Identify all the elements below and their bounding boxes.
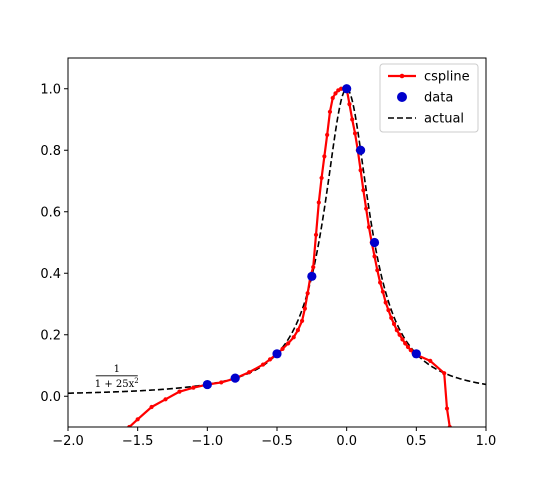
cspline-point bbox=[163, 397, 168, 402]
cspline-point bbox=[305, 291, 310, 296]
cspline-point bbox=[191, 385, 196, 390]
x-tick-label: 0.0 bbox=[336, 434, 357, 449]
cspline-point bbox=[311, 265, 316, 270]
cspline-line bbox=[128, 87, 451, 427]
data-point bbox=[411, 349, 421, 359]
x-tick-label: 0.5 bbox=[406, 434, 427, 449]
cspline-point bbox=[378, 280, 383, 285]
y-tick-label: 0.8 bbox=[40, 144, 61, 159]
cspline-point bbox=[372, 254, 377, 259]
data-point bbox=[369, 237, 380, 248]
cspline-point bbox=[260, 362, 266, 367]
cspline-point bbox=[386, 308, 391, 313]
cspline-point bbox=[280, 346, 285, 351]
y-tick-label: 0.2 bbox=[40, 328, 61, 343]
data-point bbox=[307, 271, 317, 281]
cspline-point bbox=[327, 109, 333, 114]
legend-cspline-label: cspline bbox=[424, 70, 470, 85]
x-tick-label: 1.0 bbox=[476, 434, 497, 449]
cspline-point bbox=[127, 424, 132, 427]
cspline-point bbox=[350, 117, 355, 122]
y-tick-label: 0.4 bbox=[40, 267, 61, 282]
x-tick-label: −0.5 bbox=[261, 434, 293, 449]
cspline-point bbox=[361, 188, 366, 193]
data-point bbox=[342, 84, 352, 94]
cspline-point bbox=[444, 406, 450, 411]
cspline-point bbox=[325, 132, 330, 137]
cspline-point bbox=[375, 268, 380, 273]
cspline-point bbox=[447, 424, 452, 427]
x-tick-label: −1.5 bbox=[122, 434, 154, 449]
cspline-point bbox=[352, 131, 358, 136]
cspline-point bbox=[380, 289, 385, 294]
cspline-point bbox=[286, 341, 291, 346]
cspline-point bbox=[330, 95, 335, 101]
cspline-point bbox=[347, 102, 352, 107]
cspline-point bbox=[177, 389, 182, 394]
cspline-point bbox=[428, 358, 433, 363]
y-tick-label: 0.6 bbox=[40, 205, 61, 220]
x-axis: −2.0 −1.5 −1.0 −0.5 0.0 0.5 1.0 bbox=[52, 427, 496, 449]
cspline-point bbox=[149, 404, 154, 410]
cspline-point bbox=[295, 328, 300, 333]
cspline-point bbox=[391, 321, 397, 327]
cspline-point bbox=[219, 380, 224, 385]
cspline-point bbox=[302, 306, 307, 311]
cspline-point bbox=[319, 175, 324, 181]
y-axis: 0.0 0.2 0.4 0.6 0.8 1.0 bbox=[40, 82, 68, 405]
cspline-point bbox=[394, 328, 399, 333]
legend-data-marker bbox=[397, 92, 407, 102]
data-point bbox=[356, 145, 366, 155]
cspline-point bbox=[408, 348, 413, 353]
data-point bbox=[230, 373, 240, 383]
cspline-point bbox=[358, 168, 363, 173]
cspline-point bbox=[389, 315, 394, 320]
cspline-point bbox=[442, 371, 447, 376]
actual-series bbox=[68, 87, 486, 395]
cspline-point bbox=[291, 335, 296, 340]
cspline-point bbox=[405, 344, 411, 350]
actual-line bbox=[68, 87, 486, 395]
legend-box bbox=[379, 63, 479, 133]
cspline-point bbox=[322, 154, 327, 159]
cspline-series bbox=[127, 86, 452, 427]
cspline-point bbox=[316, 200, 321, 205]
data-series bbox=[202, 84, 421, 390]
cspline-point bbox=[397, 332, 402, 337]
legend: cspline data actual bbox=[379, 63, 479, 133]
cspline-point bbox=[364, 206, 369, 211]
legend-actual-label: actual bbox=[424, 112, 464, 127]
formula-numerator: 1 bbox=[114, 364, 120, 375]
y-tick-label: 1.0 bbox=[40, 82, 61, 97]
legend-cspline-marker bbox=[399, 73, 405, 79]
cspline-point bbox=[267, 357, 273, 362]
cspline-point bbox=[366, 225, 372, 230]
cspline-point bbox=[333, 91, 338, 96]
formula-annotation: 1 1 + 25x2 bbox=[95, 364, 139, 390]
y-tick-label: 0.0 bbox=[40, 390, 61, 405]
formula-denominator: 1 + 25x2 bbox=[95, 377, 139, 390]
legend-data-label: data bbox=[424, 91, 453, 106]
x-tick-label: −2.0 bbox=[52, 434, 84, 449]
cspline-point bbox=[383, 300, 388, 305]
data-point bbox=[272, 349, 282, 359]
cspline-point bbox=[135, 417, 140, 422]
cspline-point bbox=[313, 232, 319, 237]
data-point bbox=[202, 379, 212, 390]
cspline-point bbox=[299, 318, 305, 324]
cspline-point bbox=[247, 370, 252, 375]
x-tick-label: −1.0 bbox=[192, 434, 224, 449]
cspline-point bbox=[400, 337, 405, 342]
cspline-point bbox=[403, 341, 408, 346]
